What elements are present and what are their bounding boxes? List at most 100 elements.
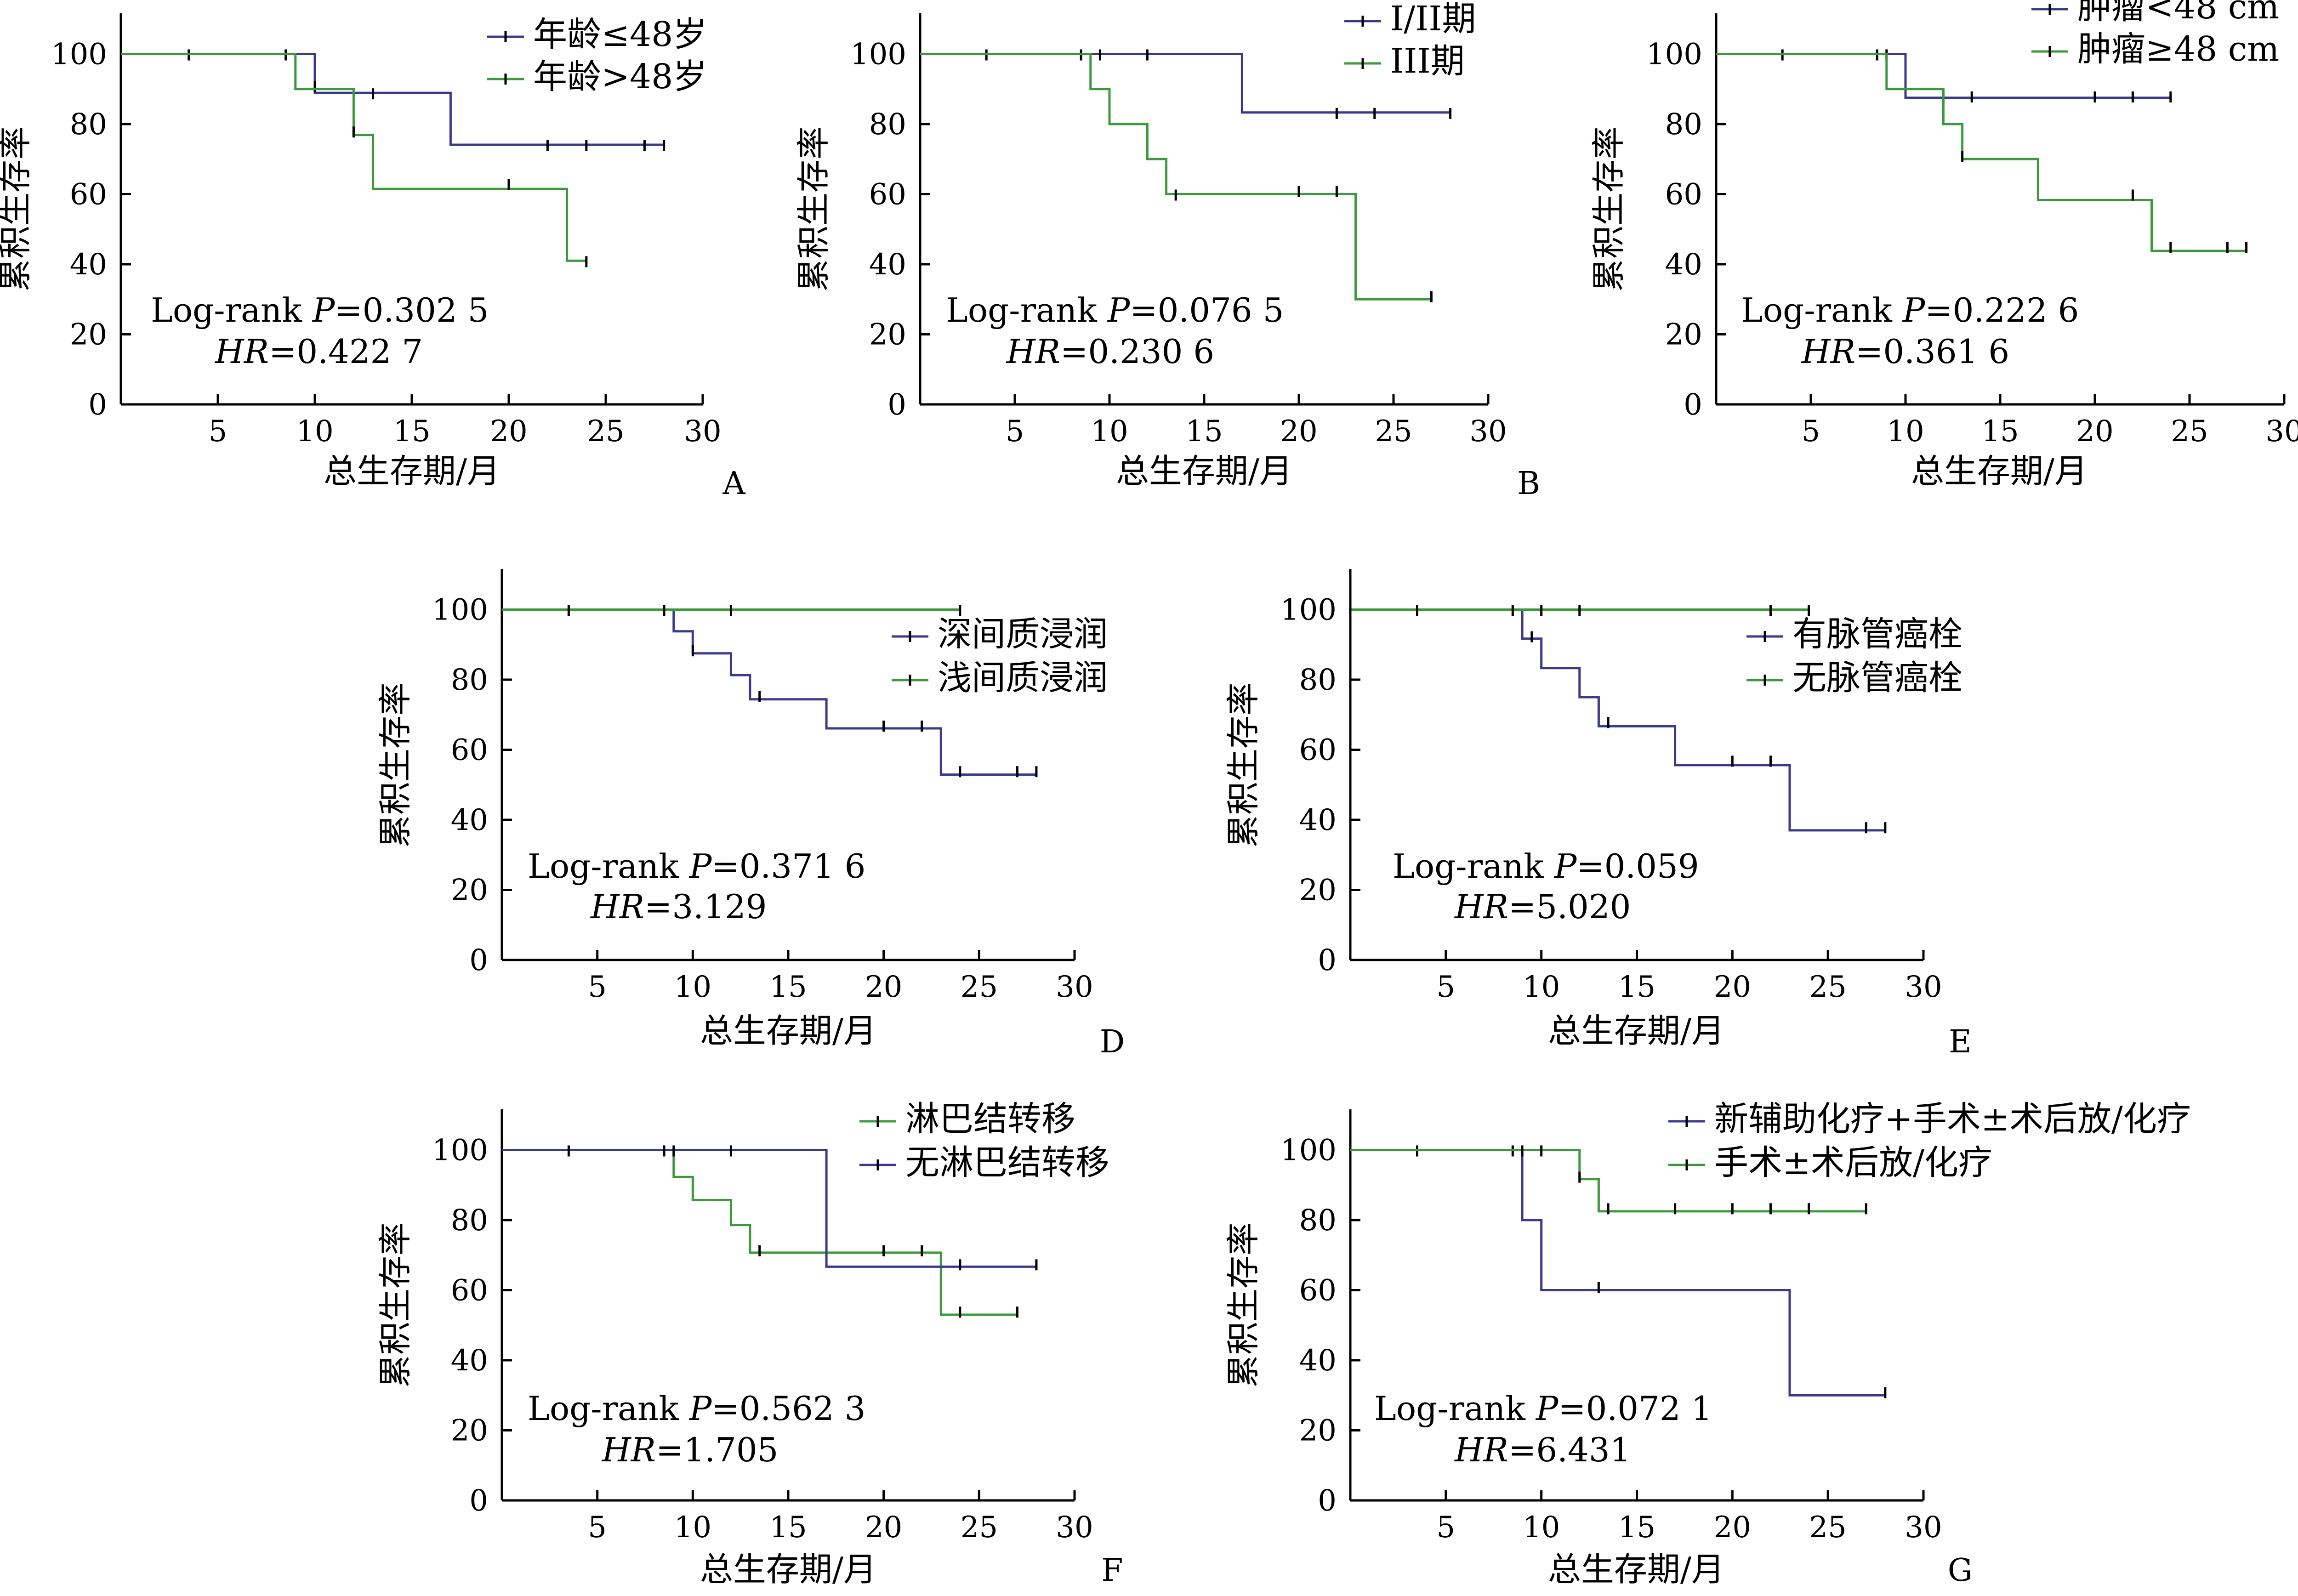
hr-annotation: HR=5.020 (1454, 887, 1631, 926)
legend-label: 年龄≤48岁 (533, 15, 707, 54)
y-tick-label: 100 (51, 38, 107, 72)
x-tick-label: 25 (961, 970, 998, 1004)
hr-annotation: HR=6.431 (1454, 1431, 1631, 1469)
y-tick-label: 20 (1665, 318, 1702, 352)
y-tick-label: 0 (469, 943, 488, 977)
x-tick-label: 15 (769, 1511, 807, 1545)
x-tick-label: 30 (1469, 415, 1507, 449)
logrank-prefix: Log-rank (528, 1389, 689, 1428)
y-tick-label: 80 (1299, 1204, 1337, 1238)
y-axis-title: 累积生存率 (1589, 126, 1628, 292)
legend-label: 手术±术后放/化疗 (1714, 1143, 1992, 1182)
panel-letter: A (722, 466, 745, 502)
y-tick-label: 40 (1665, 248, 1702, 282)
p-label: P (1535, 1389, 1559, 1428)
x-axis-title: 总生存期/月 (700, 1550, 876, 1589)
hr-label: HR (214, 332, 269, 371)
y-tick-label: 60 (869, 178, 906, 212)
p-label: P (688, 847, 712, 886)
logrank-annotation: Log-rank P=0.371 6 (528, 847, 865, 886)
x-tick-label: 15 (1981, 415, 2019, 449)
y-axis-title: 累积生存率 (376, 1222, 415, 1388)
x-tick-label: 25 (1809, 1511, 1846, 1545)
x-tick-label: 10 (1523, 970, 1560, 1004)
x-tick-label: 15 (1618, 1511, 1655, 1545)
legend-label: 深间质浸润 (938, 614, 1108, 654)
km-panel-b: 0 20 40 60 80 100 5 10 15 20 25 30 总生存期/月 累积生存率 B I/II期… (794, 0, 1540, 502)
y-tick-label: 80 (1665, 108, 1702, 142)
y-tick-label: 100 (1280, 1134, 1337, 1168)
p-value: =0.562 3 (711, 1389, 865, 1428)
y-tick-label: 0 (88, 388, 107, 422)
x-tick-label: 15 (1185, 415, 1223, 449)
x-tick-label: 15 (393, 415, 430, 449)
logrank-annotation: Log-rank P=0.076 5 (946, 291, 1284, 329)
y-tick-label: 0 (469, 1484, 488, 1518)
y-tick-label: 0 (1684, 388, 1702, 422)
y-axis-title: 累积生存率 (1224, 682, 1263, 848)
y-tick-label: 80 (451, 1204, 488, 1238)
y-axis-title: 累积生存率 (794, 126, 833, 292)
x-tick-label: 5 (588, 1511, 607, 1545)
y-tick-label: 80 (451, 663, 488, 697)
y-tick-label: 40 (451, 1344, 488, 1378)
p-label: P (1553, 847, 1577, 886)
x-tick-label: 10 (674, 970, 711, 1004)
y-tick-label: 20 (869, 318, 906, 352)
x-tick-label: 20 (1714, 1511, 1751, 1545)
logrank-annotation: Log-rank P=0.302 5 (151, 291, 489, 329)
logrank-annotation: Log-rank P=0.222 6 (1741, 291, 2079, 329)
y-tick-label: 100 (432, 1134, 488, 1168)
x-tick-label: 30 (684, 415, 721, 449)
logrank-prefix: Log-rank (1393, 847, 1554, 886)
y-tick-label: 100 (1280, 593, 1337, 627)
hr-label: HR (601, 1431, 656, 1469)
x-tick-label: 15 (1618, 970, 1655, 1004)
x-tick-label: 15 (769, 970, 807, 1004)
x-tick-label: 5 (588, 970, 607, 1004)
x-tick-label: 5 (1436, 970, 1455, 1004)
p-value: =0.222 6 (1925, 291, 2079, 329)
y-tick-label: 40 (70, 248, 107, 282)
x-tick-label: 5 (1802, 415, 1820, 449)
y-tick-label: 100 (432, 593, 488, 627)
y-tick-label: 20 (451, 874, 488, 908)
hr-value: =3.129 (644, 887, 767, 926)
y-tick-label: 20 (1299, 1414, 1337, 1448)
y-tick-label: 0 (1318, 1484, 1337, 1518)
x-tick-label: 25 (1809, 970, 1846, 1004)
x-tick-label: 20 (1280, 415, 1317, 449)
legend-label: 年龄>48岁 (533, 57, 707, 97)
km-panel-g: 0 20 40 60 80 100 5 10 15 20 25 30 总生存期/月 累积生存率 G 新辅助化疗… (1224, 1099, 2191, 1589)
panel-letter: B (1517, 466, 1540, 502)
x-tick-label: 20 (1714, 970, 1751, 1004)
hr-label: HR (1801, 332, 1855, 371)
legend-label: 新辅助化疗+手术±术后放/化疗 (1714, 1099, 2191, 1139)
y-tick-label: 100 (1646, 38, 1702, 72)
legend-label: III期 (1390, 41, 1465, 81)
legend-label: 无脉管癌栓 (1792, 658, 1962, 698)
hr-annotation: HR=3.129 (590, 887, 767, 926)
logrank-annotation: Log-rank P=0.072 1 (1374, 1389, 1712, 1428)
x-tick-label: 10 (674, 1511, 711, 1545)
legend-label: 无淋巴结转移 (905, 1143, 1109, 1182)
p-label: P (1107, 291, 1131, 329)
x-axis-title: 总生存期/月 (1548, 1550, 1724, 1589)
p-value: =0.371 6 (711, 847, 865, 886)
y-axis-title: 累积生存率 (376, 682, 415, 848)
y-axis-title: 累积生存率 (0, 126, 34, 292)
x-tick-label: 30 (1056, 1511, 1093, 1545)
km-curve-2 (1716, 53, 2247, 252)
x-tick-label: 30 (1905, 970, 1942, 1004)
x-tick-label: 10 (296, 415, 333, 449)
km-panel-a: 0 20 40 60 80 100 5 10 15 20 25 30 总生存期/月 累积生存率 A 年龄≤48… (0, 13, 745, 502)
hr-annotation: HR=0.230 6 (1006, 332, 1214, 371)
hr-value: =0.230 6 (1060, 332, 1214, 371)
km-panel-c: 02040608010051015202530总生存期/月累积生存率C肿瘤<48… (1589, 0, 2298, 490)
p-label: P (312, 291, 336, 329)
y-tick-label: 20 (1299, 874, 1337, 908)
legend-label: 肿瘤<48 cm (2077, 0, 2279, 27)
logrank-prefix: Log-rank (151, 291, 313, 329)
hr-value: =0.422 7 (269, 332, 423, 371)
